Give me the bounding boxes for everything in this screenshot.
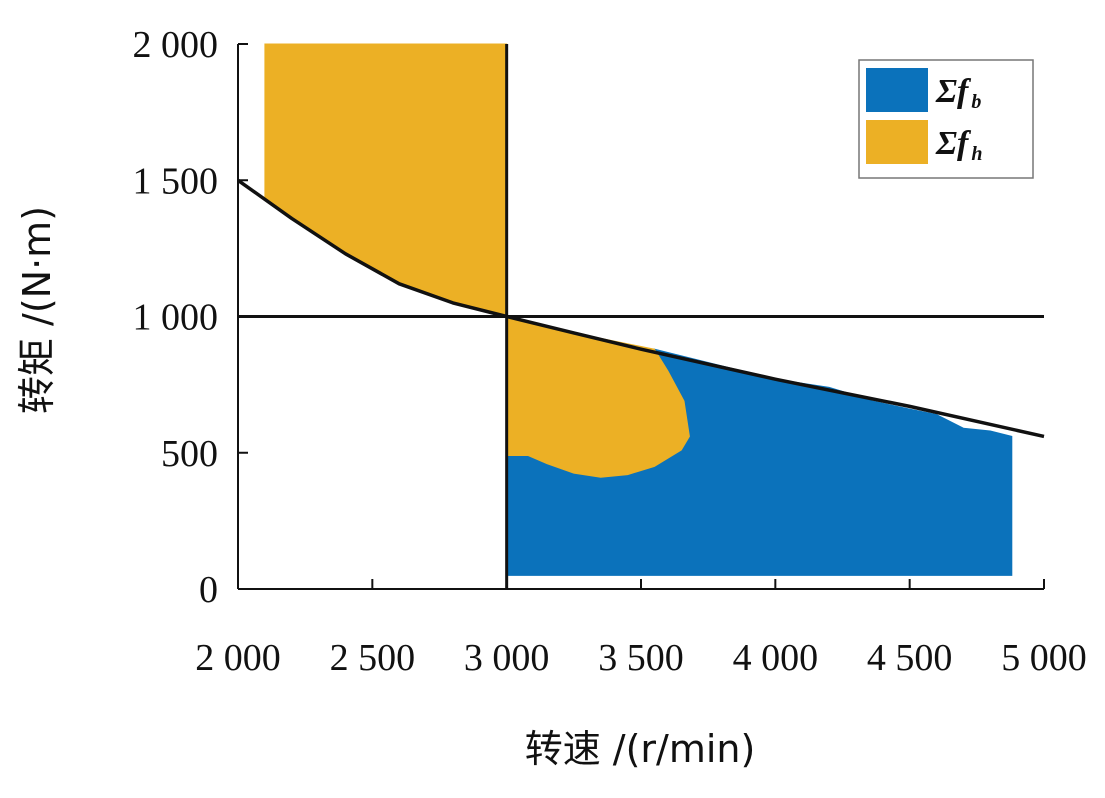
x-tick-label: 3 500 xyxy=(598,637,684,679)
y-tick-label: 0 xyxy=(199,569,218,611)
y-tick-label: 1 500 xyxy=(133,160,219,202)
x-tick-label: 4 000 xyxy=(733,637,819,679)
boundary-curve xyxy=(236,178,1045,439)
area-regions xyxy=(264,43,1013,576)
x-axis-title: 转速 /(r/min) xyxy=(525,727,756,771)
x-tick-label: 3 000 xyxy=(464,637,550,679)
x-tick-label: 5 000 xyxy=(1001,637,1087,679)
reference-lines xyxy=(236,44,1045,589)
legend-label-h: Σf h xyxy=(935,125,983,165)
legend-swatch-b xyxy=(866,68,928,112)
legend: Σf b Σf h xyxy=(858,59,1034,179)
tick-labels: 2 000 2 500 3 000 3 500 4 000 4 500 5 000 0 500 1… xyxy=(133,24,1087,679)
x-tick-label: 2 500 xyxy=(330,637,416,679)
axes xyxy=(237,43,1045,590)
y-axis-title: 转矩 /(N·m) xyxy=(15,206,59,414)
x-tick-label: 2 000 xyxy=(195,637,281,679)
legend-label-b: Σf b xyxy=(935,73,981,113)
y-tick-label: 2 000 xyxy=(133,24,219,66)
legend-swatch-h xyxy=(866,120,928,164)
area-region-h-2 xyxy=(506,315,690,478)
x-tick-label: 4 500 xyxy=(867,637,953,679)
y-tick-label: 500 xyxy=(161,433,218,475)
y-tick-label: 1 000 xyxy=(133,297,219,339)
